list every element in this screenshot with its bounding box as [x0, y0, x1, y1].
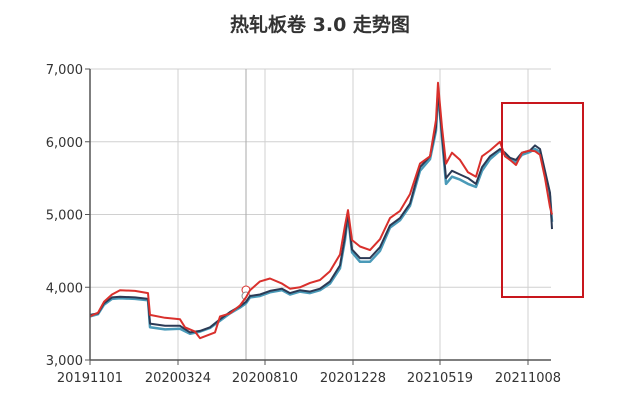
x-tick-label: 20211008: [495, 371, 561, 386]
highlight-box: [501, 102, 584, 298]
x-tick-label: 20210519: [407, 371, 473, 386]
series-red-line: [89, 81, 553, 340]
y-tick-label: 6,000: [46, 136, 83, 151]
chart-title: 热轧板卷 3.0 走势图: [230, 14, 410, 36]
series-navy-line: [89, 89, 553, 334]
y-tick-label: 5,000: [46, 209, 83, 224]
x-tick-label: 20201228: [320, 371, 386, 386]
series-teal-line: [89, 91, 554, 336]
y-tick-label: 7,000: [46, 63, 83, 78]
axes: 3,000 4,000 5,000 6,000 7,000 20191101 2020032…: [46, 63, 561, 386]
y-tick-label: 3,000: [46, 354, 83, 369]
highlight-rectangle: [501, 102, 584, 298]
x-tick-label: 20200324: [145, 371, 211, 386]
x-tick-label: 20191101: [57, 371, 123, 386]
data-series: [89, 81, 554, 340]
x-tick-label: 20200810: [232, 371, 298, 386]
y-tick-label: 4,000: [46, 281, 83, 296]
